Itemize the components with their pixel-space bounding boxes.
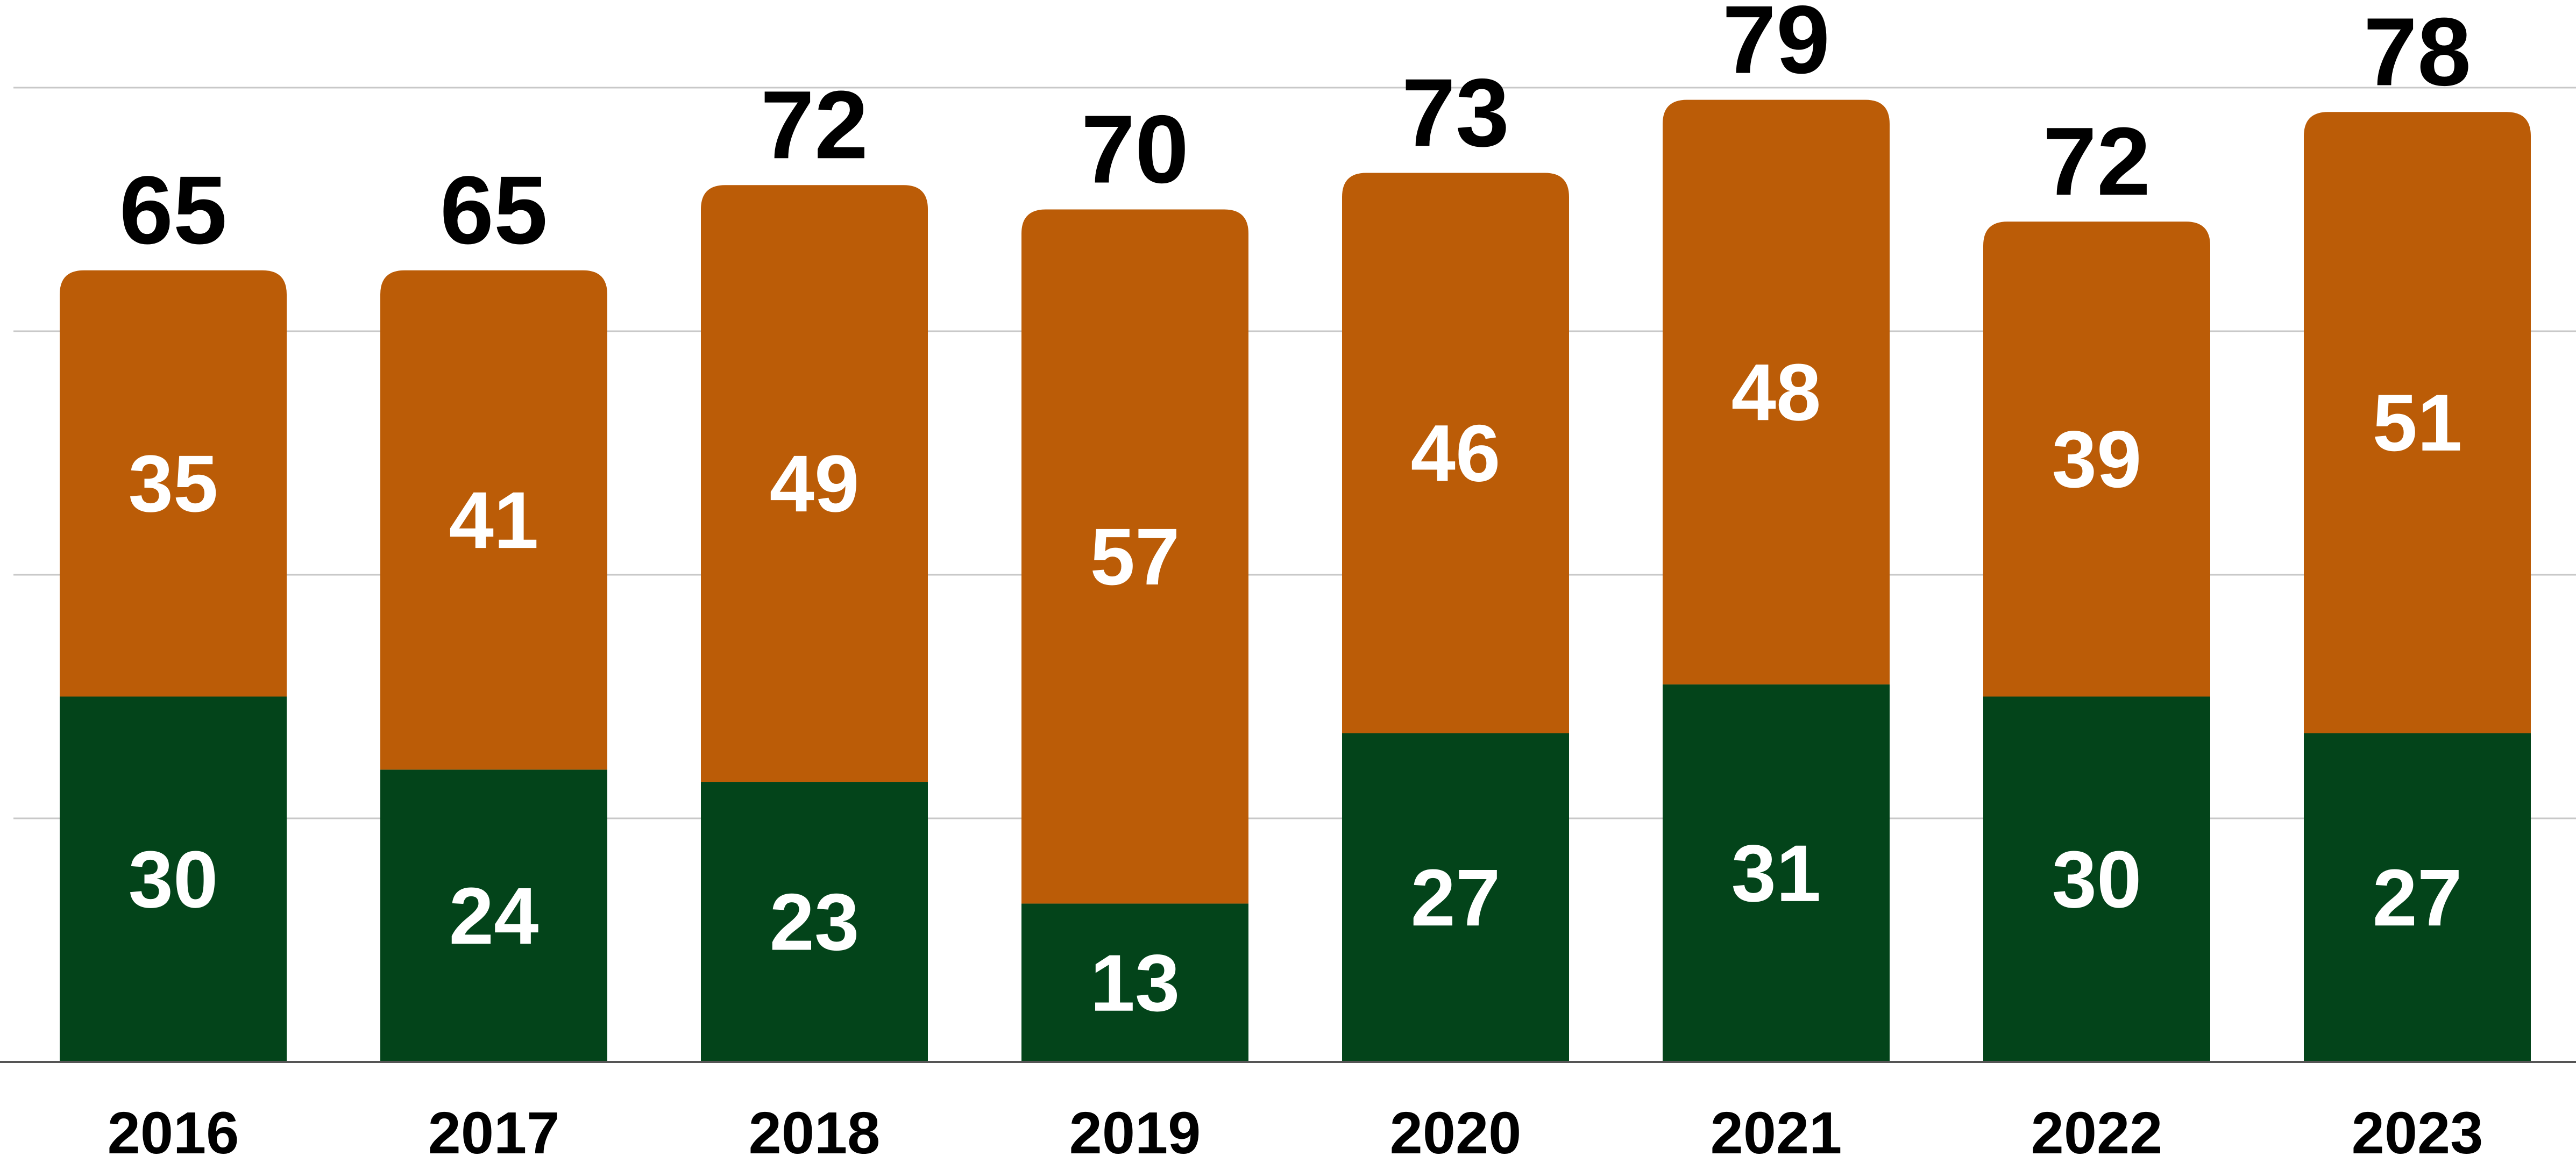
bar-top-2019 (1021, 209, 1248, 904)
bar-top-label-2017: 41 (449, 475, 539, 565)
bar-top-2022 (1983, 222, 2210, 697)
labels-layer: 30 35 65 24 41 65 23 49 72 13 57 70 27 46 73 31 48 79 30 39… (119, 0, 2471, 1028)
x-tick-label-2021: 2021 (1711, 1100, 1842, 1166)
x-tick-label-2020: 2020 (1390, 1100, 1522, 1166)
bar-top-label-2016: 35 (129, 438, 218, 529)
bar-top-2020 (1342, 173, 1569, 733)
x-tick-label-2016: 2016 (108, 1100, 239, 1166)
bars-layer (60, 99, 2531, 1062)
bar-top-2021 (1663, 99, 1890, 684)
bar-total-label-2023: 78 (2364, 0, 2471, 106)
bar-total-label-2019: 70 (1081, 96, 1189, 204)
bar-bottom-label-2020: 27 (1411, 852, 1501, 943)
bar-bottom-label-2023: 27 (2373, 852, 2463, 943)
bar-bottom-2020 (1342, 733, 1569, 1062)
x-tick-label-2022: 2022 (2031, 1100, 2163, 1166)
x-tick-label-2017: 2017 (428, 1100, 560, 1166)
bar-total-label-2021: 79 (1722, 0, 1830, 94)
bar-top-2016 (60, 270, 287, 697)
bar-bottom-label-2019: 13 (1090, 938, 1180, 1028)
bar-bottom-label-2018: 23 (770, 877, 860, 967)
bar-bottom-2018 (701, 782, 928, 1062)
bar-top-2017 (380, 270, 607, 770)
bar-bottom-2016 (60, 696, 287, 1062)
bar-bottom-2017 (380, 769, 607, 1062)
bar-bottom-2021 (1663, 684, 1890, 1062)
x-tick-label-2023: 2023 (2352, 1100, 2483, 1166)
bar-bottom-2022 (1983, 696, 2210, 1062)
bar-total-label-2018: 72 (761, 71, 868, 179)
bar-top-label-2018: 49 (770, 438, 860, 529)
bar-total-label-2022: 72 (2043, 108, 2151, 216)
bar-bottom-2023 (2304, 733, 2531, 1062)
bar-bottom-label-2021: 31 (1731, 828, 1821, 918)
bar-top-2018 (701, 185, 928, 782)
bar-top-label-2020: 46 (1411, 408, 1501, 498)
bar-bottom-label-2022: 30 (2052, 834, 2142, 924)
bar-top-label-2022: 39 (2052, 414, 2142, 504)
bar-total-label-2017: 65 (440, 156, 548, 265)
bar-top-label-2023: 51 (2373, 377, 2463, 468)
bar-bottom-label-2017: 24 (449, 871, 539, 961)
bar-top-label-2019: 57 (1090, 511, 1180, 602)
x-tick-label-2019: 2019 (1069, 1100, 1201, 1166)
bar-top-label-2021: 48 (1731, 347, 1821, 437)
bar-total-label-2016: 65 (119, 156, 227, 265)
bar-total-label-2020: 73 (1402, 59, 1509, 167)
x-tick-labels: 2016 2017 2018 2019 2020 2021 2022 2023 (108, 1100, 2483, 1166)
bar-bottom-label-2016: 30 (129, 834, 218, 924)
bar-top-2023 (2304, 112, 2531, 733)
x-tick-label-2018: 2018 (749, 1100, 881, 1166)
bar-bottom-2019 (1021, 903, 1248, 1062)
